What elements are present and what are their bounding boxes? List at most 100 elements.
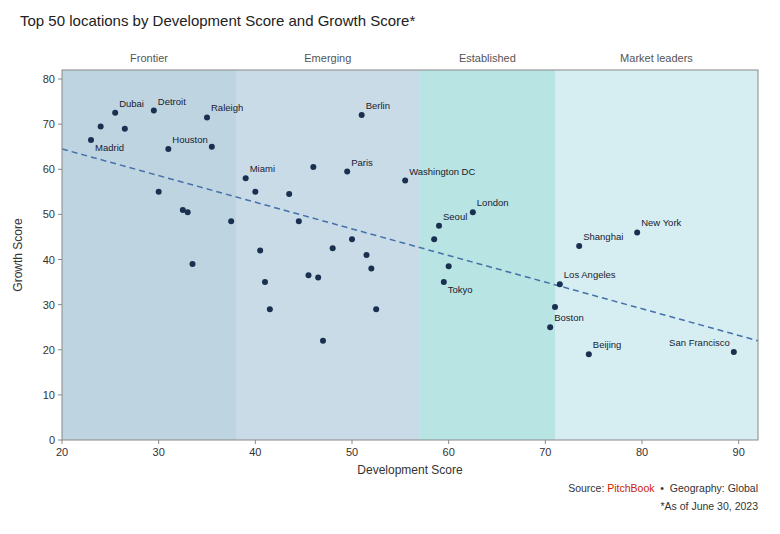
point bbox=[228, 218, 234, 224]
source-part: • Geography: Global bbox=[655, 482, 758, 494]
point-label: Raleigh bbox=[211, 102, 243, 113]
point-label: Dubai bbox=[119, 98, 144, 109]
point-label: Tokyo bbox=[448, 284, 473, 295]
point bbox=[344, 169, 350, 175]
point bbox=[204, 114, 210, 120]
zone bbox=[420, 70, 555, 440]
note: *As of June 30, 2023 bbox=[661, 500, 759, 512]
point bbox=[634, 229, 640, 235]
point-label: Shanghai bbox=[583, 231, 623, 242]
point bbox=[267, 306, 273, 312]
point bbox=[547, 324, 553, 330]
tick bbox=[545, 440, 546, 444]
point-label: Washington DC bbox=[409, 166, 475, 177]
tick-label: 20 bbox=[56, 446, 68, 458]
tick bbox=[58, 349, 62, 350]
zone bbox=[555, 70, 758, 440]
point-label: Miami bbox=[250, 163, 275, 174]
plot-frame bbox=[62, 70, 758, 440]
point bbox=[296, 218, 302, 224]
tick bbox=[158, 440, 159, 444]
tick-label: 60 bbox=[443, 446, 455, 458]
point bbox=[306, 272, 312, 278]
point bbox=[122, 126, 128, 132]
tick-label: 10 bbox=[43, 389, 55, 401]
tick bbox=[58, 79, 62, 80]
point bbox=[165, 146, 171, 152]
point bbox=[349, 236, 355, 242]
point-label: London bbox=[477, 197, 509, 208]
tick bbox=[58, 169, 62, 170]
point bbox=[431, 236, 437, 242]
point-label: Madrid bbox=[95, 142, 124, 153]
point bbox=[446, 263, 452, 269]
plot-area bbox=[62, 70, 758, 440]
point bbox=[731, 349, 737, 355]
tick bbox=[448, 440, 449, 444]
tick bbox=[58, 304, 62, 305]
point bbox=[243, 175, 249, 181]
tick bbox=[58, 394, 62, 395]
tick bbox=[58, 124, 62, 125]
point bbox=[436, 223, 442, 229]
tick bbox=[62, 440, 63, 444]
point bbox=[98, 123, 104, 129]
point-label: Houston bbox=[172, 134, 207, 145]
zone-label: Market leaders bbox=[620, 52, 693, 64]
point bbox=[320, 338, 326, 344]
zone-label: Frontier bbox=[130, 52, 168, 64]
source-part: PitchBook bbox=[607, 482, 655, 494]
point bbox=[470, 209, 476, 215]
trendline bbox=[62, 149, 758, 341]
point bbox=[576, 243, 582, 249]
point bbox=[151, 108, 157, 114]
point bbox=[552, 304, 558, 310]
tick-label: 20 bbox=[43, 344, 55, 356]
point bbox=[373, 306, 379, 312]
point bbox=[262, 279, 268, 285]
point bbox=[368, 266, 374, 272]
point bbox=[441, 279, 447, 285]
point-label: Los Angeles bbox=[564, 269, 616, 280]
tick bbox=[352, 440, 353, 444]
point-label: Beijing bbox=[593, 339, 622, 350]
point bbox=[330, 245, 336, 251]
tick bbox=[642, 440, 643, 444]
point bbox=[185, 209, 191, 215]
point bbox=[252, 189, 258, 195]
tick-label: 80 bbox=[43, 73, 55, 85]
tick-label: 60 bbox=[43, 163, 55, 175]
point-label: Detroit bbox=[158, 96, 186, 107]
tick bbox=[58, 440, 62, 441]
point-label: San Francisco bbox=[669, 337, 730, 348]
zone-label: Emerging bbox=[304, 52, 351, 64]
zone bbox=[236, 70, 420, 440]
tick-label: 50 bbox=[346, 446, 358, 458]
point bbox=[257, 247, 263, 253]
title: Top 50 locations by Development Score an… bbox=[20, 12, 415, 29]
zone bbox=[62, 70, 236, 440]
point-label: Paris bbox=[351, 157, 373, 168]
tick bbox=[255, 440, 256, 444]
point bbox=[190, 261, 196, 267]
point bbox=[315, 275, 321, 281]
point-label: New York bbox=[641, 217, 681, 228]
tick-label: 30 bbox=[43, 299, 55, 311]
point bbox=[586, 351, 592, 357]
point bbox=[112, 110, 118, 116]
tick-label: 90 bbox=[733, 446, 745, 458]
point bbox=[209, 144, 215, 150]
point bbox=[286, 191, 292, 197]
tick-label: 40 bbox=[249, 446, 261, 458]
zone-label: Established bbox=[459, 52, 516, 64]
tick-label: 40 bbox=[43, 254, 55, 266]
point-label: Boston bbox=[554, 312, 584, 323]
point bbox=[359, 112, 365, 118]
tick-label: 80 bbox=[636, 446, 648, 458]
tick-label: 30 bbox=[153, 446, 165, 458]
point bbox=[88, 137, 94, 143]
point-label: Seoul bbox=[443, 211, 467, 222]
tick-label: 70 bbox=[539, 446, 551, 458]
tick bbox=[58, 259, 62, 260]
point bbox=[402, 178, 408, 184]
